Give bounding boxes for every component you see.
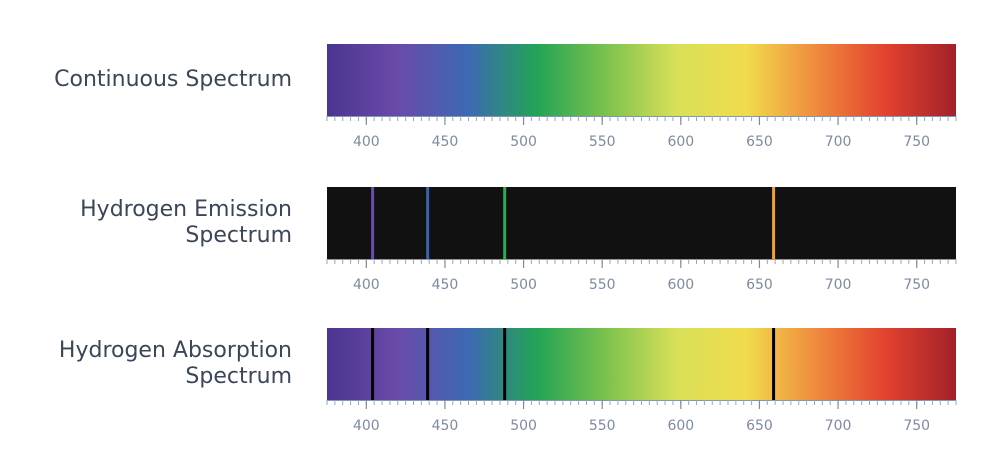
spectrum-title: Hydrogen Emission [80,197,292,222]
x-tick-label: 750 [903,418,930,434]
spectrum-title: Continuous Spectrum [54,67,292,92]
x-tick-label: 450 [432,418,459,434]
spectrum-title: Spectrum [185,364,292,389]
spectrum-band [327,328,956,400]
x-tick-label: 650 [746,277,773,293]
x-tick-label: 750 [903,134,930,150]
x-tick-label: 600 [667,134,694,150]
x-tick-label: 650 [746,134,773,150]
x-tick-label: 700 [825,418,852,434]
x-tick-label: 550 [589,418,616,434]
x-tick-label: 550 [589,277,616,293]
x-tick-label: 500 [510,277,537,293]
spectrum-band [327,187,956,259]
spectrum-band [327,44,956,116]
spectrum-title: Hydrogen Absorption [59,338,292,363]
x-tick-label: 550 [589,134,616,150]
x-tick-label: 750 [903,277,930,293]
x-tick-label: 400 [353,277,380,293]
x-tick-label: 700 [825,277,852,293]
x-tick-label: 600 [667,418,694,434]
x-tick-label: 450 [432,134,459,150]
x-tick-label: 450 [432,277,459,293]
x-tick-label: 500 [510,418,537,434]
x-tick-label: 400 [353,134,380,150]
x-tick-label: 700 [825,134,852,150]
spectrum-title: Spectrum [185,223,292,248]
x-tick-label: 500 [510,134,537,150]
x-tick-label: 400 [353,418,380,434]
x-tick-label: 650 [746,418,773,434]
x-tick-label: 600 [667,277,694,293]
